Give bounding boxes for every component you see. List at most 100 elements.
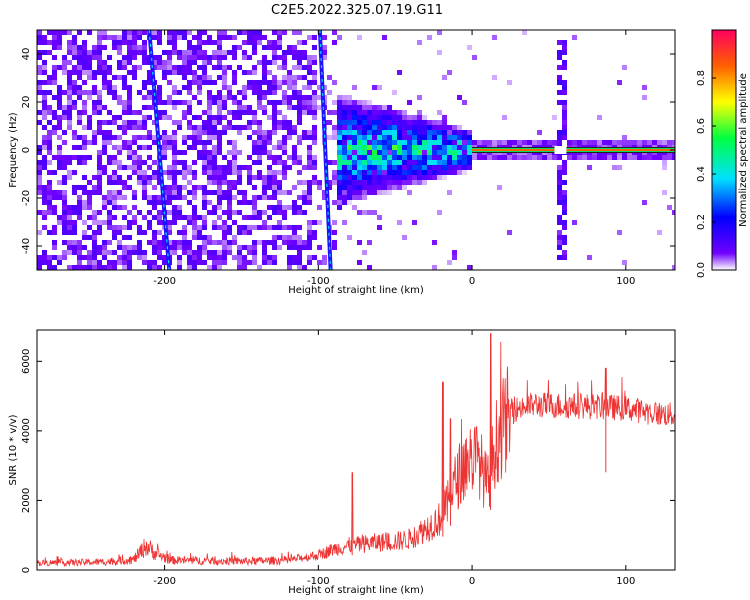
heatmap-cell	[167, 175, 172, 180]
heatmap-cell	[192, 130, 197, 135]
heatmap-cell	[557, 165, 562, 170]
heatmap-cell	[77, 85, 82, 90]
heatmap-cell	[262, 95, 267, 100]
heatmap-cell	[222, 130, 227, 135]
heatmap-cell	[642, 155, 647, 160]
heatmap-cell	[217, 170, 222, 175]
heatmap-cell	[302, 55, 307, 60]
heatmap-cell	[117, 205, 122, 210]
heatmap-cell	[262, 245, 267, 250]
heatmap-cell	[312, 115, 317, 120]
heatmap-cell	[347, 180, 352, 185]
heatmap-cell	[82, 160, 87, 165]
heatmap-cell	[442, 135, 447, 140]
heatmap-cell	[202, 40, 207, 45]
heatmap-cell	[402, 175, 407, 180]
heatmap-cell	[347, 200, 352, 205]
heatmap-cell	[407, 180, 412, 185]
heatmap-cell	[147, 200, 152, 205]
heatmap-cell	[217, 240, 222, 245]
snr-x-tick-label: 100	[616, 576, 635, 587]
heatmap-cell	[112, 215, 117, 220]
heatmap-cell	[562, 90, 567, 95]
heatmap-cell	[557, 195, 562, 200]
heatmap-cell	[127, 110, 132, 115]
heatmap-cell	[392, 90, 397, 95]
heatmap-cell	[202, 205, 207, 210]
heatmap-cell	[342, 110, 347, 115]
heatmap-cell	[137, 125, 142, 130]
heatmap-cell	[392, 115, 397, 120]
heatmap-cell	[37, 120, 42, 125]
heatmap-cell	[167, 60, 172, 65]
heatmap-cell	[212, 150, 217, 155]
heatmap-cell	[62, 115, 67, 120]
heatmap-cell	[52, 30, 57, 35]
heatmap-cell	[137, 135, 142, 140]
heatmap-cell	[122, 110, 127, 115]
heatmap-cell	[197, 80, 202, 85]
heatmap-cell	[157, 175, 162, 180]
heatmap-cell	[82, 105, 87, 110]
heatmap-cell	[267, 215, 272, 220]
heatmap-cell	[242, 190, 247, 195]
heatmap-cell	[532, 155, 537, 160]
heatmap-cell	[367, 190, 372, 195]
heatmap-cell	[57, 145, 62, 150]
heatmap-cell	[132, 40, 137, 45]
heatmap-cell	[77, 160, 82, 165]
heatmap-cell	[232, 110, 237, 115]
heatmap-cell	[97, 150, 102, 155]
heatmap-cell	[147, 180, 152, 185]
heatmap-cell	[217, 65, 222, 70]
heatmap-cell	[82, 145, 87, 150]
heatmap-cell	[272, 170, 277, 175]
heatmap-cell	[77, 110, 82, 115]
heatmap-cell	[297, 170, 302, 175]
heatmap-cell	[232, 155, 237, 160]
heatmap-cell	[297, 180, 302, 185]
heatmap-cell	[142, 55, 147, 60]
heatmap-cell	[387, 160, 392, 165]
heatmap-cell	[167, 245, 172, 250]
heatmap-cell	[557, 215, 562, 220]
heatmap-cell	[407, 140, 412, 145]
heatmap-cell	[232, 170, 237, 175]
heatmap-cell	[297, 30, 302, 35]
heatmap-cell	[227, 230, 232, 235]
heatmap-cell	[357, 190, 362, 195]
heatmap-cell	[292, 155, 297, 160]
heatmap-cell	[237, 250, 242, 255]
heatmap-cell	[192, 195, 197, 200]
heatmap-cell	[152, 170, 157, 175]
heatmap-cell	[222, 235, 227, 240]
heatmap-cell	[47, 195, 52, 200]
heatmap-cell	[107, 250, 112, 255]
heatmap-cell	[372, 160, 377, 165]
heatmap-cell	[102, 135, 107, 140]
heatmap-cell	[222, 75, 227, 80]
heatmap-cell	[167, 95, 172, 100]
heatmap-cell	[357, 195, 362, 200]
heatmap-cell	[207, 155, 212, 160]
heatmap-cell	[57, 100, 62, 105]
heatmap-cell	[357, 145, 362, 150]
heatmap-cell	[392, 150, 397, 155]
heatmap-cell	[452, 165, 457, 170]
heatmap-cell	[42, 70, 47, 75]
heatmap-cell	[342, 190, 347, 195]
heatmap-cell	[227, 35, 232, 40]
heatmap-cell	[152, 260, 157, 265]
heatmap-cell	[37, 190, 42, 195]
heatmap-cell	[307, 105, 312, 110]
heatmap-cell	[197, 35, 202, 40]
heatmap-cell	[457, 160, 462, 165]
heatmap-cell	[167, 35, 172, 40]
heatmap-cell	[427, 125, 432, 130]
heatmap-cell	[247, 30, 252, 35]
heatmap-cell	[47, 210, 52, 215]
heatmap-cell	[272, 30, 277, 35]
heatmap-cell	[437, 165, 442, 170]
heatmap-cell	[457, 95, 462, 100]
snr-y-tick-label: 2000	[21, 488, 32, 513]
